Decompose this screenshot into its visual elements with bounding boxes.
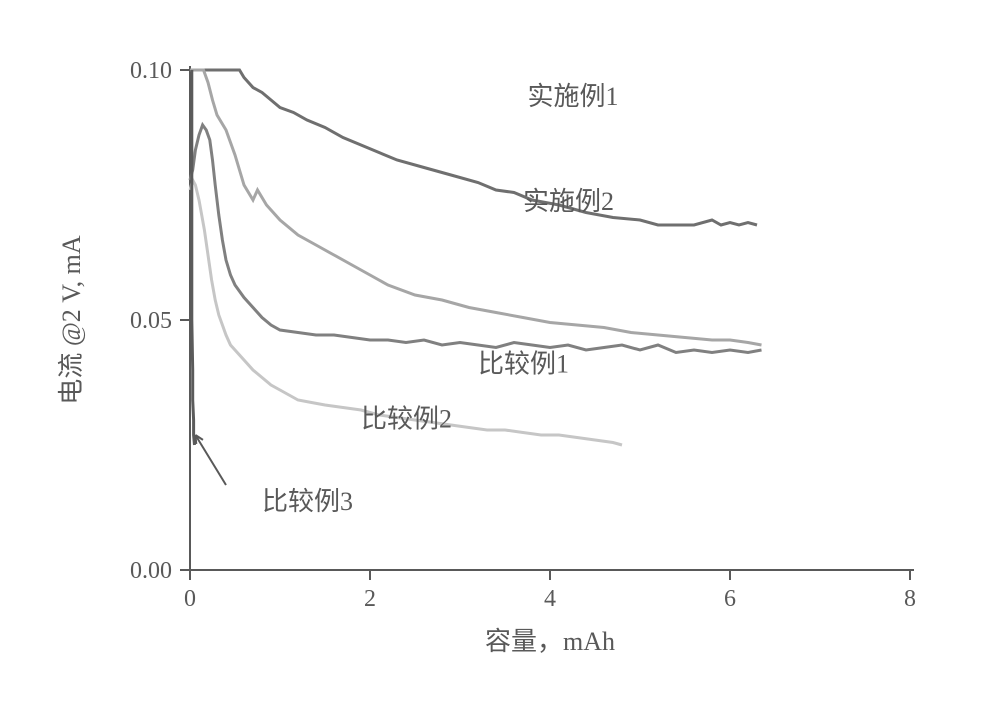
x-tick-label: 6: [724, 586, 736, 612]
series-label-ex1: 实施例1: [528, 82, 619, 111]
series-line-ex1: [190, 70, 757, 225]
series-line-ex2: [190, 70, 762, 345]
chart-svg: 0 2 4 6 8 0.00 0.05 0.10 容量，mAh 电流 @2 V, mA 实施例1 实施…: [50, 40, 950, 680]
series-label-cmp1: 比较例1: [478, 350, 569, 379]
x-tick-label: 4: [544, 586, 556, 612]
x-axis-label: 容量，mAh: [485, 627, 615, 656]
x-tick-label: 2: [364, 586, 376, 612]
arrow-cmp3: [195, 435, 226, 485]
series-label-cmp2: 比较例2: [361, 405, 452, 434]
y-tick-label: 0.00: [130, 558, 172, 584]
series-line-cmp3: [192, 70, 195, 445]
y-tick-label: 0.10: [130, 58, 172, 84]
series-label-cmp3: 比较例3: [262, 487, 353, 516]
series-label-ex2: 实施例2: [523, 187, 614, 216]
y-axis-label: 电流 @2 V, mA: [57, 235, 86, 405]
y-tick-label: 0.05: [130, 308, 172, 334]
series-line-cmp1: [190, 125, 762, 353]
chart-container: 0 2 4 6 8 0.00 0.05 0.10 容量，mAh 电流 @2 V, mA 实施例1 实施…: [50, 40, 950, 680]
x-tick-label: 0: [184, 586, 196, 612]
x-tick-label: 8: [904, 586, 916, 612]
